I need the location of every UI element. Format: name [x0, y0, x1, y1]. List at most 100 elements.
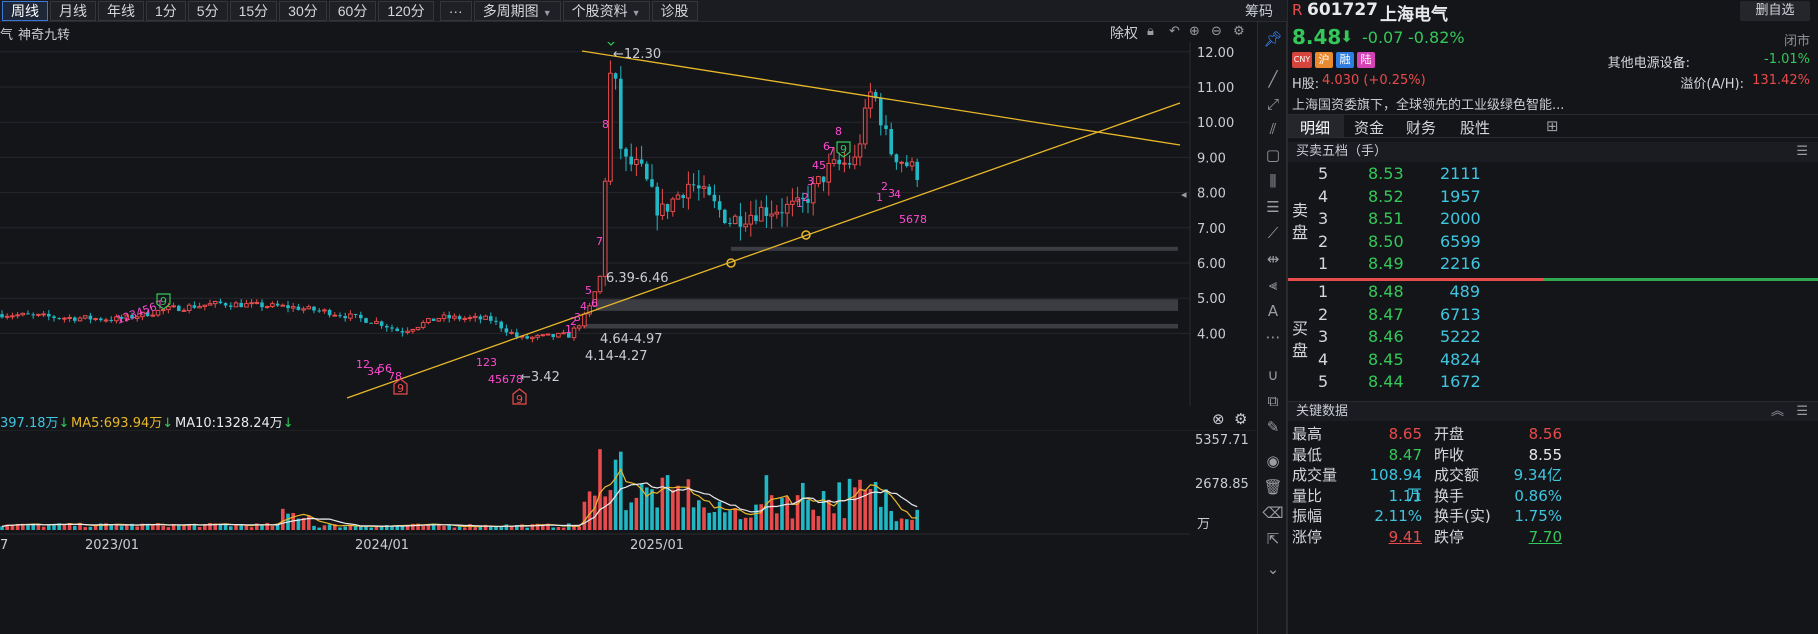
- bid-level-row[interactable]: 2 8.47 6713: [1288, 305, 1818, 327]
- tab-detail[interactable]: 明细: [1300, 119, 1331, 137]
- scroll-down-icon[interactable]: ⌄: [1266, 560, 1280, 578]
- menu-icon[interactable]: ☰: [1796, 404, 1808, 419]
- volume-bar: [405, 525, 410, 530]
- tab-funds[interactable]: 资金: [1354, 119, 1385, 137]
- visibility-eye-icon[interactable]: ◉: [1266, 452, 1280, 470]
- ascending-trendline[interactable]: [346, 102, 1181, 399]
- shanghai-badge[interactable]: 沪: [1315, 52, 1333, 68]
- layout-toggle-icon[interactable]: ⊞: [1546, 117, 1559, 135]
- settings-gear-icon[interactable]: ⚙: [1233, 24, 1245, 39]
- volume-bar: [603, 496, 607, 530]
- ask-level-row[interactable]: 4 8.52 1957: [1288, 187, 1818, 209]
- collapse-icon[interactable]: ︽: [1770, 404, 1784, 419]
- candle-body: [426, 318, 431, 324]
- volume-bar: [650, 489, 654, 530]
- volume-bar: [801, 482, 805, 530]
- volume-bar: [255, 523, 259, 530]
- candle-body: [764, 207, 769, 216]
- sector-name[interactable]: 其他电源设备:: [1607, 56, 1690, 71]
- period-5min-button[interactable]: 5分: [187, 0, 228, 21]
- zoom-out-icon[interactable]: ⊖: [1211, 24, 1222, 39]
- lock-icon[interactable]: 🔒︎: [1147, 24, 1154, 39]
- text-tool-icon[interactable]: A: [1267, 302, 1279, 320]
- fan-tool-icon[interactable]: ⟋: [1267, 224, 1279, 242]
- support-zone[interactable]: [583, 323, 1178, 329]
- undo-icon[interactable]: ↶: [1169, 24, 1180, 39]
- remove-favorite-button[interactable]: 删自选: [1740, 1, 1810, 21]
- period-weekly-button[interactable]: 周线: [2, 0, 48, 21]
- bid-level-row[interactable]: 5 8.44 1672: [1288, 372, 1818, 394]
- chips-button[interactable]: 筹码: [1244, 4, 1273, 20]
- pin-icon[interactable]: 📌︎: [1263, 30, 1283, 48]
- level-number: 3: [1318, 209, 1329, 229]
- stock-info-menu[interactable]: 个股资料 ▼: [562, 0, 650, 21]
- bid-level-row[interactable]: 3 8.46 5222: [1288, 327, 1818, 349]
- rectangle-tool-icon[interactable]: ▢: [1265, 146, 1281, 164]
- more-tools-icon[interactable]: ⋯: [1265, 328, 1281, 346]
- bid-level-row[interactable]: 1 8.48 489: [1288, 282, 1818, 304]
- trash-icon[interactable]: 🗑︎: [1263, 478, 1283, 496]
- candles: [0, 60, 919, 343]
- support-zone[interactable]: [596, 299, 1178, 311]
- candle-body: [723, 209, 727, 224]
- ask-level-row[interactable]: 1 8.49 2216: [1288, 254, 1818, 276]
- multi-period-menu[interactable]: 多周期图 ▼: [473, 0, 561, 21]
- candlestick-chart[interactable]: 6.39-6.46 4.64-4.97 4.14-4.27 ←12.30 ←3.…: [0, 42, 1256, 406]
- segment-tool-icon[interactable]: ⤢: [1266, 95, 1279, 113]
- volume-bar: [36, 524, 41, 530]
- volume-legend: 397.18万↓ MA5:693.94万↓ MA10:1328.24万↓ ⊗ ⚙: [0, 410, 1256, 431]
- fibonacci-tool-icon[interactable]: ☰: [1266, 198, 1280, 216]
- price-axis-tick: 6.00: [1197, 257, 1226, 272]
- candle-body: [77, 317, 83, 322]
- ask-level-row[interactable]: 5 8.53 2111: [1288, 164, 1818, 186]
- period-15min-button[interactable]: 15分: [229, 0, 278, 21]
- candle-body: [359, 314, 363, 319]
- volume-bar: [57, 523, 61, 530]
- more-periods-button[interactable]: ···: [439, 0, 472, 21]
- trendline-anchor-point[interactable]: [726, 258, 736, 268]
- channel-tool-icon[interactable]: ⫽: [1269, 120, 1277, 138]
- tab-traits[interactable]: 股性: [1460, 119, 1491, 137]
- adjust-button[interactable]: 除权: [1110, 26, 1138, 42]
- line-tool-icon[interactable]: ╱: [1268, 70, 1278, 88]
- bars-tool-icon[interactable]: ⫼: [1269, 172, 1277, 190]
- candle-body: [88, 315, 93, 320]
- period-1min-button[interactable]: 1分: [146, 0, 186, 21]
- support-zone[interactable]: [731, 246, 1178, 251]
- indicator-name[interactable]: 神奇九转: [18, 28, 71, 43]
- trendline-anchor-point[interactable]: [801, 230, 811, 240]
- menu-icon[interactable]: ☰: [1796, 144, 1808, 159]
- time-axis-fragment: 7: [0, 538, 8, 553]
- magnet-icon[interactable]: ∪: [1267, 366, 1279, 384]
- volume-bar: [873, 481, 878, 530]
- h-share-value[interactable]: 4.030 (+0.25%): [1322, 73, 1426, 88]
- volume-chart[interactable]: 5357.71 2678.85 万 7 2023/01 2024/01 2025…: [0, 430, 1256, 634]
- close-pane-icon[interactable]: ⊗: [1212, 410, 1225, 428]
- period-30min-button[interactable]: 30分: [279, 0, 327, 21]
- company-summary[interactable]: 上海国资委旗下，全球领先的工业级绿色智能...: [1292, 98, 1565, 112]
- zoom-in-icon[interactable]: ⊕: [1189, 24, 1200, 39]
- bid-level-row[interactable]: 4 8.45 4824: [1288, 350, 1818, 372]
- period-yearly-button[interactable]: 年线: [98, 0, 144, 21]
- period-60min-button[interactable]: 60分: [328, 0, 377, 21]
- edit-icon[interactable]: ✎: [1266, 418, 1280, 436]
- candle-body: [795, 197, 800, 202]
- copy-icon[interactable]: ⧉: [1267, 392, 1279, 410]
- export-icon[interactable]: ⇱: [1266, 530, 1280, 548]
- ask-level-row[interactable]: 2 8.50 6599: [1288, 232, 1818, 254]
- range-tool-icon[interactable]: ⇹: [1266, 250, 1280, 268]
- tab-finance[interactable]: 财务: [1406, 119, 1437, 137]
- ask-level-row[interactable]: 3 8.51 2000: [1288, 209, 1818, 231]
- volume-bar: [858, 479, 862, 530]
- margin-badge[interactable]: 融: [1336, 52, 1354, 68]
- volume-bar: [109, 524, 113, 530]
- connect-badge[interactable]: 陆: [1357, 52, 1375, 68]
- period-monthly-button[interactable]: 月线: [50, 0, 96, 21]
- delete-all-icon[interactable]: ⌫: [1262, 504, 1284, 522]
- pitchfork-tool-icon[interactable]: ⫷: [1268, 276, 1278, 294]
- pane-settings-gear-icon[interactable]: ⚙: [1234, 410, 1248, 428]
- diagnose-button[interactable]: 诊股: [651, 0, 698, 21]
- period-120min-button[interactable]: 120分: [378, 0, 434, 21]
- candle-body: [109, 319, 113, 321]
- descending-trendline[interactable]: [581, 50, 1181, 146]
